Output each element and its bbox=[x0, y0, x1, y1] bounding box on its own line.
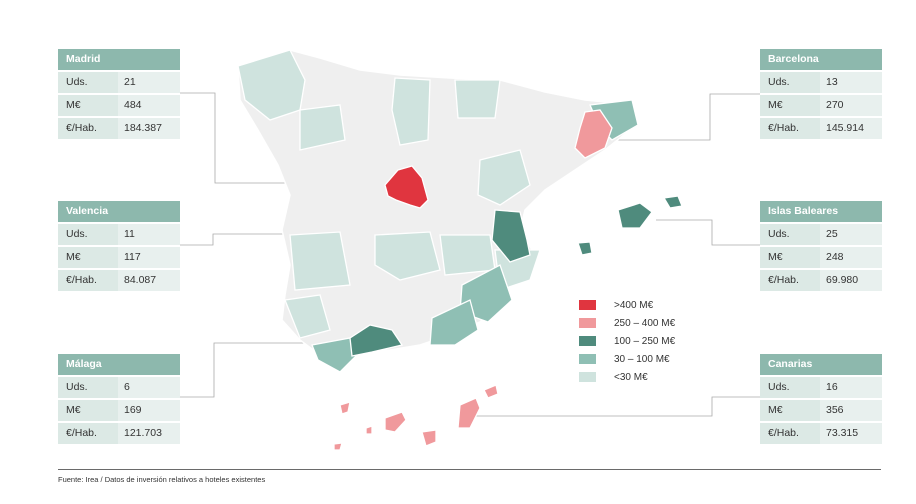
legend-label: 30 – 100 M€ bbox=[614, 353, 670, 365]
card-title: Madrid bbox=[58, 49, 180, 70]
legend-swatch bbox=[579, 300, 596, 310]
card-row-key: Uds. bbox=[58, 72, 118, 93]
card-row-value: 169 bbox=[124, 404, 142, 416]
legend-label: 100 – 250 M€ bbox=[614, 335, 676, 347]
card-row: €/Hab. 121.703 bbox=[58, 423, 180, 444]
legend-item: 100 – 250 M€ bbox=[579, 332, 675, 350]
legend-item: 30 – 100 M€ bbox=[579, 350, 675, 368]
card-row: Uds. 13 bbox=[760, 72, 882, 93]
card-row-key: €/Hab. bbox=[58, 423, 118, 444]
card-baleares: Islas Baleares Uds. 25 M€ 248 €/Hab. 69.980 bbox=[760, 201, 882, 291]
card-row-key: Uds. bbox=[58, 224, 118, 245]
card-row-value: 73.315 bbox=[826, 427, 859, 439]
regions-low bbox=[237, 49, 541, 339]
card-row-value: 6 bbox=[124, 381, 130, 393]
card-barcelona: Barcelona Uds. 13 M€ 270 €/Hab. 145.914 bbox=[760, 49, 882, 139]
card-row-key: Uds. bbox=[760, 72, 820, 93]
card-row-value: 184.387 bbox=[124, 122, 162, 134]
card-row-key: M€ bbox=[760, 95, 820, 116]
legend-swatch bbox=[579, 354, 596, 364]
legend-label: <30 M€ bbox=[614, 371, 648, 383]
card-row-value: 270 bbox=[826, 99, 844, 111]
card-row-key: M€ bbox=[58, 400, 118, 421]
region-madrid bbox=[384, 165, 429, 209]
card-row-key: Uds. bbox=[760, 377, 820, 398]
card-row-key: M€ bbox=[760, 247, 820, 268]
card-canarias: Canarias Uds. 16 M€ 356 €/Hab. 73.315 bbox=[760, 354, 882, 444]
card-row: M€ 484 bbox=[58, 95, 180, 116]
connector-barcelona bbox=[600, 93, 760, 141]
card-row-value: 21 bbox=[124, 76, 136, 88]
card-row-key: €/Hab. bbox=[58, 270, 118, 291]
footer-divider bbox=[58, 469, 881, 470]
connector-canarias bbox=[470, 396, 760, 417]
card-row-key: M€ bbox=[58, 95, 118, 116]
legend-swatch bbox=[579, 318, 596, 328]
card-row-key: Uds. bbox=[760, 224, 820, 245]
card-row-value: 69.980 bbox=[826, 274, 859, 286]
card-row: €/Hab. 73.315 bbox=[760, 423, 882, 444]
card-row: Uds. 16 bbox=[760, 377, 882, 398]
card-row-value: 145.914 bbox=[826, 122, 864, 134]
card-title: Valencia bbox=[58, 201, 180, 222]
regions-high bbox=[349, 195, 683, 357]
map-legend: >400 M€ 250 – 400 M€ 100 – 250 M€ 30 – 1… bbox=[579, 296, 675, 386]
source-note: Fuente: Irea / Datos de inversión relati… bbox=[58, 475, 266, 484]
card-row-key: M€ bbox=[760, 400, 820, 421]
card-row: €/Hab. 184.387 bbox=[58, 118, 180, 139]
card-row-value: 356 bbox=[826, 404, 844, 416]
card-row-key: €/Hab. bbox=[760, 270, 820, 291]
legend-item: >400 M€ bbox=[579, 296, 675, 314]
card-row: M€ 169 bbox=[58, 400, 180, 421]
card-row-value: 11 bbox=[124, 228, 135, 240]
legend-swatch bbox=[579, 372, 596, 382]
card-valencia: Valencia Uds. 11 M€ 117 €/Hab. 84.087 bbox=[58, 201, 180, 291]
card-title: Islas Baleares bbox=[760, 201, 882, 222]
card-title: Canarias bbox=[760, 354, 882, 375]
card-row: €/Hab. 69.980 bbox=[760, 270, 882, 291]
card-row-key: M€ bbox=[58, 247, 118, 268]
connector-malaga bbox=[180, 342, 330, 398]
card-row-value: 121.703 bbox=[124, 427, 162, 439]
card-row-value: 25 bbox=[826, 228, 838, 240]
regions-mid bbox=[311, 99, 639, 373]
card-row: Uds. 25 bbox=[760, 224, 882, 245]
card-title: Barcelona bbox=[760, 49, 882, 70]
card-row: Uds. 21 bbox=[58, 72, 180, 93]
card-row: €/Hab. 145.914 bbox=[760, 118, 882, 139]
card-row-value: 117 bbox=[124, 251, 141, 263]
connector-baleares bbox=[656, 219, 760, 246]
card-row: Uds. 11 bbox=[58, 224, 180, 245]
card-row-value: 84.087 bbox=[124, 274, 157, 286]
regions-upper bbox=[333, 109, 613, 451]
card-row: €/Hab. 84.087 bbox=[58, 270, 180, 291]
card-row-key: €/Hab. bbox=[760, 118, 820, 139]
card-malaga: Málaga Uds. 6 M€ 169 €/Hab. 121.703 bbox=[58, 354, 180, 444]
card-row-key: €/Hab. bbox=[58, 118, 118, 139]
legend-item: <30 M€ bbox=[579, 368, 675, 386]
card-row-value: 16 bbox=[826, 381, 838, 393]
card-title: Málaga bbox=[58, 354, 180, 375]
legend-swatch bbox=[579, 336, 596, 346]
legend-label: 250 – 400 M€ bbox=[614, 317, 676, 329]
card-row-value: 248 bbox=[826, 251, 844, 263]
legend-label: >400 M€ bbox=[614, 299, 654, 311]
card-row-key: Uds. bbox=[58, 377, 118, 398]
legend-item: 250 – 400 M€ bbox=[579, 314, 675, 332]
card-row-value: 484 bbox=[124, 99, 142, 111]
card-row: Uds. 6 bbox=[58, 377, 180, 398]
card-row: M€ 270 bbox=[760, 95, 882, 116]
card-madrid: Madrid Uds. 21 M€ 484 €/Hab. 184.387 bbox=[58, 49, 180, 139]
card-row: M€ 356 bbox=[760, 400, 882, 421]
card-row: M€ 248 bbox=[760, 247, 882, 268]
card-row-value: 13 bbox=[826, 76, 838, 88]
card-row: M€ 117 bbox=[58, 247, 180, 268]
card-row-key: €/Hab. bbox=[760, 423, 820, 444]
